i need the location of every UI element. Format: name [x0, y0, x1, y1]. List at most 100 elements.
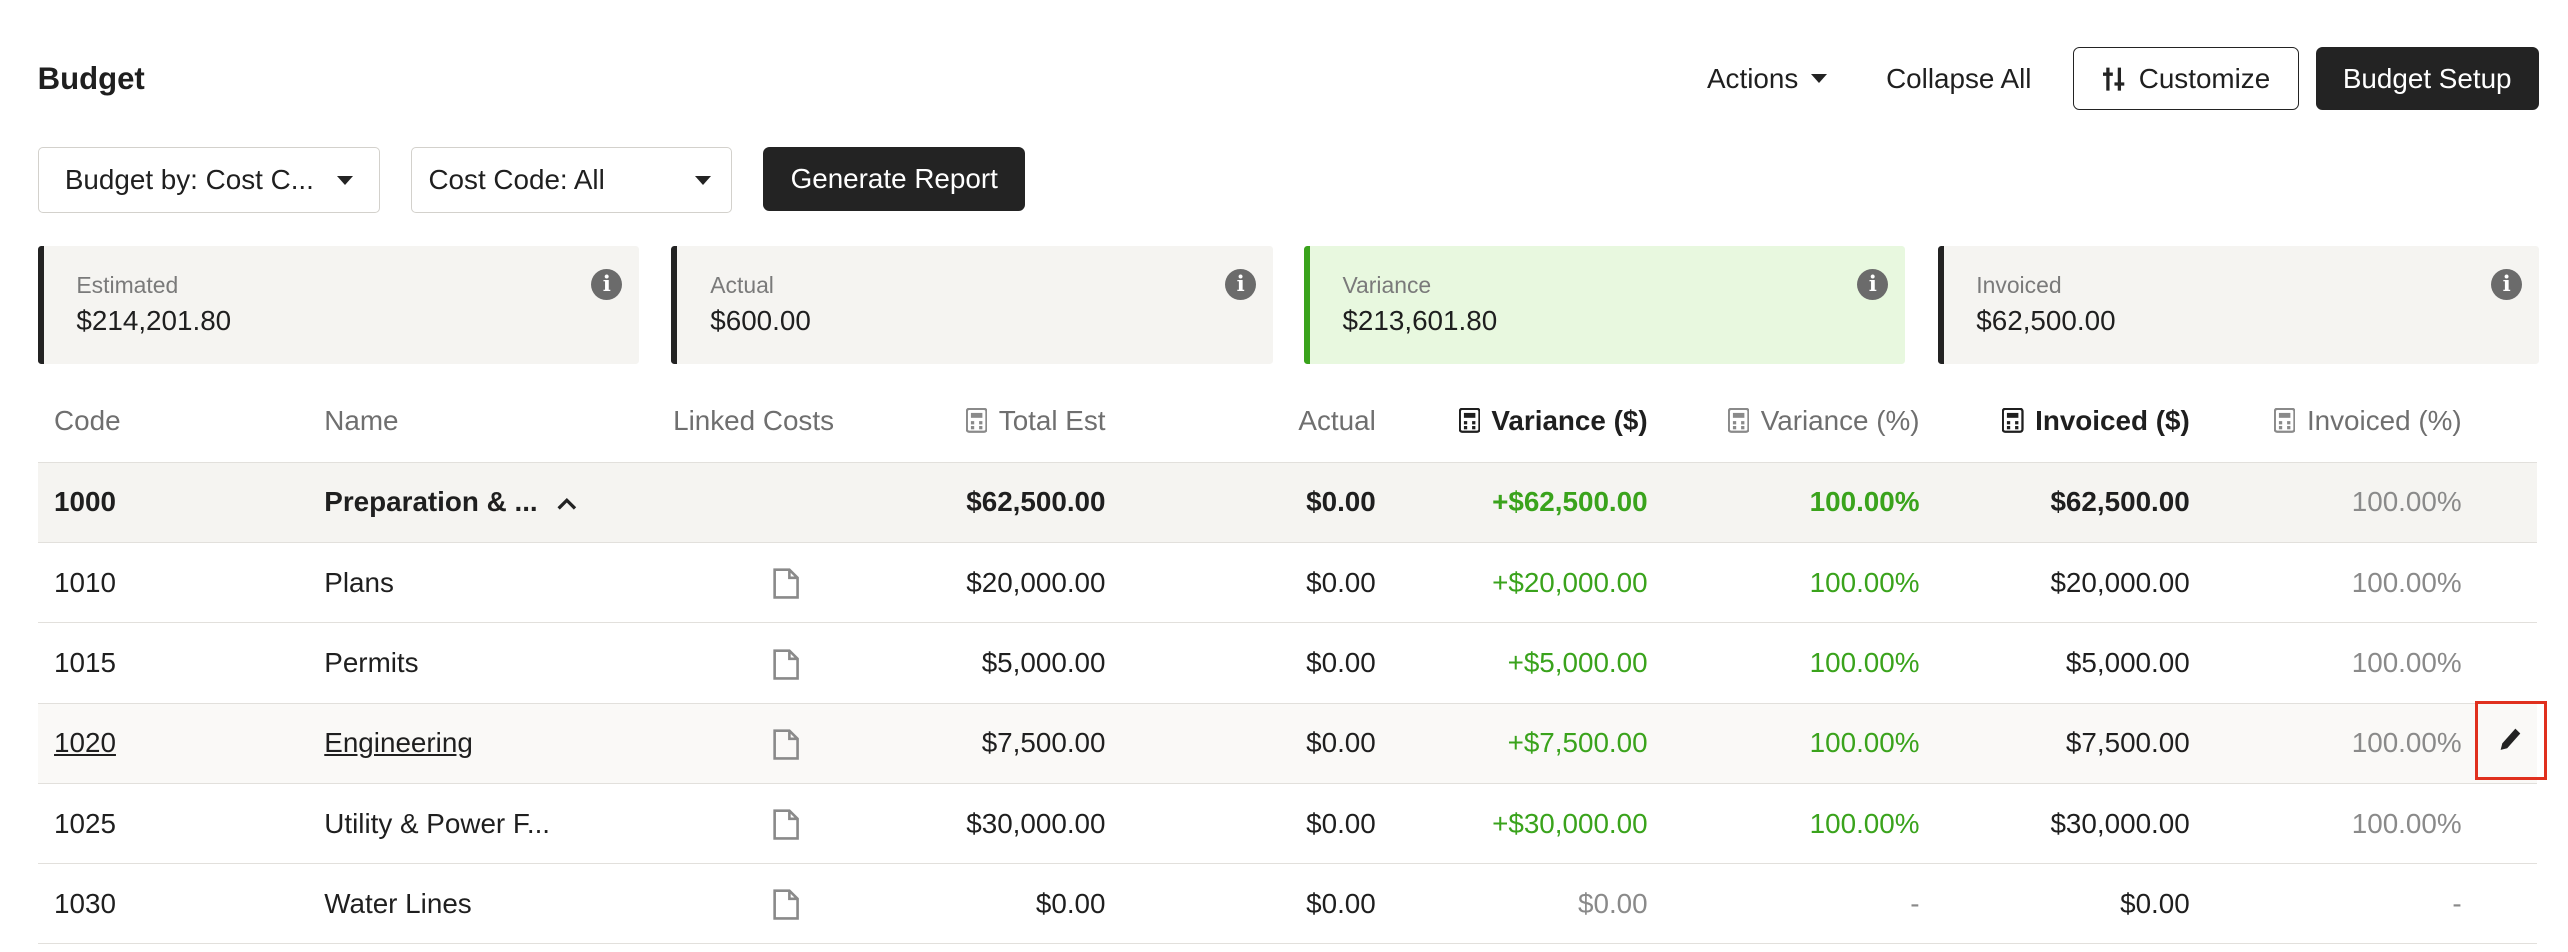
cell: 1020	[54, 727, 116, 759]
cell: 100.00%	[1809, 486, 1920, 518]
customize-button[interactable]: Customize	[2073, 47, 2300, 110]
label: Customize	[2138, 62, 2271, 94]
budget-setup-button[interactable]: Budget Setup	[2315, 47, 2539, 110]
summary-card: Estimated $214,201.80 i	[37, 245, 639, 364]
cell: 100.00%	[1809, 727, 1920, 759]
cell: Engineering	[324, 727, 473, 759]
column-header: Invoiced ($)	[2002, 404, 2190, 437]
cell: $0.00	[1306, 727, 1376, 759]
header-text: Variance (%)	[1760, 404, 1920, 436]
cell: 100.00%	[2351, 566, 2462, 598]
document-icon[interactable]	[773, 809, 799, 840]
table-row: 1015 Permits $5,000.00 $0.00 +$5,000.00 100.0…	[37, 624, 2537, 704]
summary-card: Variance $213,601.80 i	[1303, 245, 1905, 364]
column-header: Total Est	[965, 404, 1106, 437]
info-icon: i	[1225, 268, 1257, 300]
cell: +$7,500.00	[1507, 727, 1648, 759]
pencil-icon	[2500, 728, 2521, 751]
column-header: Code	[54, 405, 121, 437]
label: Actions	[1706, 62, 1799, 94]
header-text: Invoiced (%)	[2306, 404, 2462, 436]
table-row: 1025 Utility & Power F... $30,000.00 $0.00 +…	[37, 784, 2537, 865]
document-icon[interactable]	[773, 729, 799, 760]
cell: Plans	[324, 566, 394, 598]
table-row: 1030 Water Lines $0.00 $0.00 $0.00 - $0.00 -	[37, 864, 2537, 945]
customize-icon	[2102, 67, 2125, 91]
cell: Permits	[324, 647, 419, 678]
card-label: Variance	[1342, 271, 1432, 298]
cell: $20,000.00	[966, 566, 1106, 598]
cell: Water Lines	[324, 887, 472, 919]
card-value: $600.00	[710, 304, 811, 336]
calc-icon	[965, 407, 988, 434]
cell: 100.00%	[1809, 647, 1920, 678]
cell: 100.00%	[1809, 566, 1920, 598]
cell: $0.00	[1306, 807, 1376, 839]
cell: Preparation & ...	[324, 463, 577, 542]
label: Cost Code: All	[428, 164, 605, 196]
header-text: Code	[54, 404, 121, 436]
header-text: Linked Costs	[673, 404, 834, 436]
cell: +$62,500.00	[1492, 486, 1648, 518]
calc-icon	[1727, 407, 1750, 434]
cell: 1025	[54, 807, 116, 839]
header-divider	[37, 461, 2537, 465]
cell: $0.00	[1306, 647, 1376, 678]
cell: $30,000.00	[2050, 807, 2190, 839]
info-icon: i	[2491, 268, 2523, 300]
cell: 1010	[54, 566, 116, 598]
cell: 1000	[54, 486, 116, 518]
cell: $0.00	[1306, 486, 1376, 518]
cell: $5,000.00	[2065, 647, 2190, 678]
summary-card: Actual $600.00 i	[671, 245, 1273, 364]
cell: 100.00%	[2351, 647, 2462, 678]
header-text: Invoiced ($)	[2035, 404, 2190, 436]
edit-button[interactable]	[2474, 700, 2547, 780]
label: Budget by: Cost C...	[64, 164, 314, 196]
collapse-caret[interactable]	[557, 497, 577, 510]
column-header: Actual	[1298, 405, 1375, 437]
cell: $7,500.00	[981, 727, 1106, 759]
cell: $20,000.00	[2050, 566, 2190, 598]
card-label: Actual	[710, 271, 774, 298]
table-row: 1020 Engineering $7,500.00 $0.00 +$7,500.00 1…	[37, 704, 2537, 784]
cell: $7,500.00	[2065, 727, 2190, 759]
cell: $30,000.00	[966, 807, 1106, 839]
cell: +$30,000.00	[1492, 807, 1648, 839]
document-icon[interactable]	[773, 889, 799, 921]
cell: $0.00	[1035, 887, 1106, 919]
cell: 1015	[54, 647, 116, 678]
document-icon[interactable]	[773, 648, 799, 680]
column-header: Invoiced (%)	[2273, 404, 2462, 437]
generate-report-button[interactable]: Generate Report	[763, 147, 1026, 212]
card-value: $213,601.80	[1342, 304, 1498, 336]
page-title: Budget	[37, 60, 145, 96]
calc-icon	[2273, 407, 2296, 434]
cell: 100.00%	[2351, 486, 2462, 518]
cell: $62,500.00	[2050, 486, 2190, 518]
document-icon[interactable]	[773, 568, 799, 600]
calc-icon	[1458, 407, 1481, 434]
budget-by-select[interactable]: Budget by: Cost C...	[37, 147, 380, 213]
cell: $62,500.00	[966, 486, 1106, 518]
table-row: 1000 Preparation & ... $62,500.00 $0.00 +$62…	[37, 463, 2537, 544]
header-text: Total Est	[998, 404, 1106, 436]
column-header: Variance ($)	[1458, 405, 1648, 437]
info-icon: i	[591, 268, 623, 300]
card-label: Invoiced	[1976, 271, 2062, 298]
cell: 100.00%	[2351, 807, 2462, 839]
header-text: Name	[324, 404, 399, 436]
column-header: Variance (%)	[1727, 404, 1920, 437]
cost-code-select[interactable]: Cost Code: All	[411, 147, 733, 213]
actions-button[interactable]: Actions	[1687, 49, 1848, 108]
cell: $0.00	[2120, 887, 2190, 919]
cell: Utility & Power F...	[324, 807, 551, 839]
cell: +$5,000.00	[1507, 647, 1648, 678]
calc-icon	[2002, 407, 2024, 434]
column-header: Name	[324, 405, 398, 437]
header-text: Actual	[1298, 404, 1376, 436]
cell: 1030	[54, 887, 116, 919]
collapse-all-button[interactable]: Collapse All	[1886, 62, 2032, 94]
summary-card: Invoiced $62,500.00 i	[1937, 245, 2539, 364]
